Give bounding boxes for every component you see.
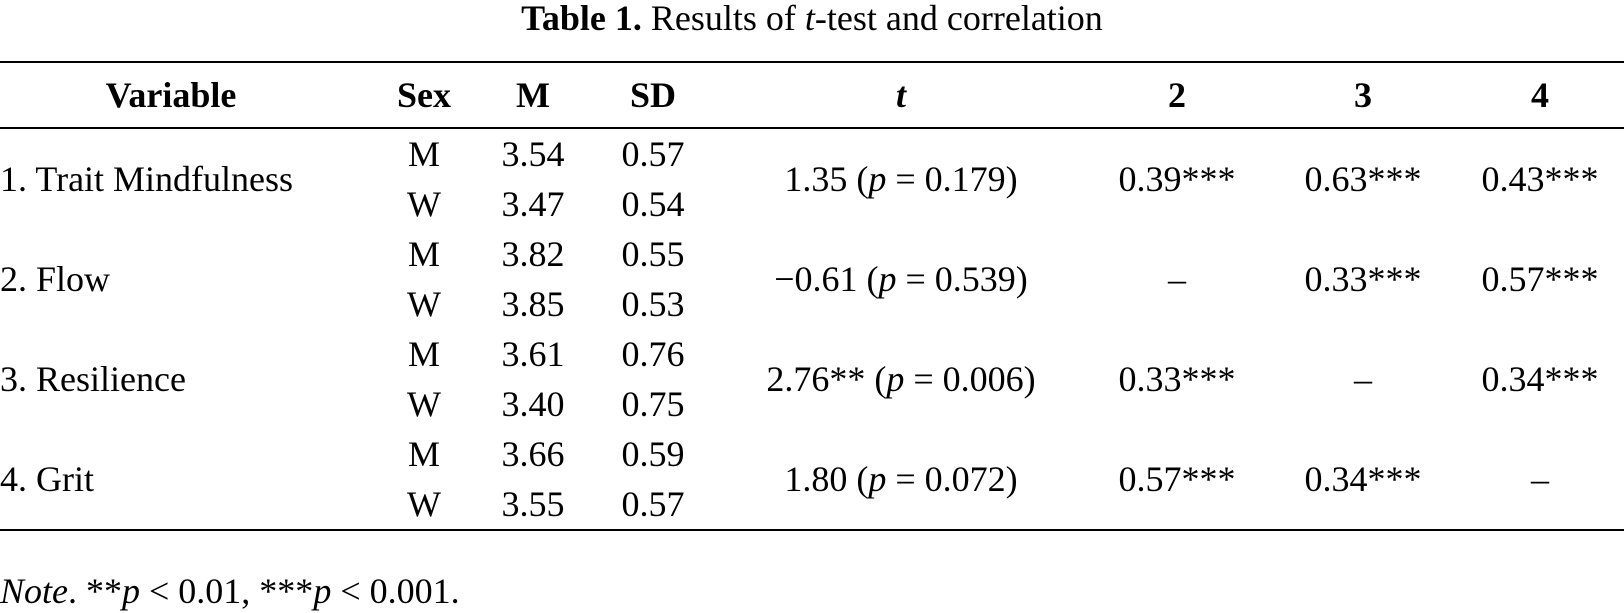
mean-cell: 3.47	[501, 184, 565, 224]
mean-cell: 3.82	[501, 234, 565, 274]
t-open: (	[857, 259, 879, 299]
note-label: Note	[0, 571, 68, 611]
t-open: (	[847, 159, 869, 199]
sex-cell: W	[407, 384, 441, 424]
table-row: W 3.55 0.57	[0, 479, 1624, 530]
corr-cell-3: 0.63***	[1304, 159, 1422, 199]
t-value: 1.80	[784, 459, 848, 499]
p-label: p	[868, 159, 887, 199]
table-row: 3. Resilience M 3.61 0.76 2.76** (p = 0.…	[0, 329, 1624, 399]
table-caption-italic-t: t	[804, 0, 815, 38]
corr-cell-4: 0.34***	[1481, 359, 1599, 399]
t-test-cell: −0.61 (p = 0.539)	[718, 229, 1084, 329]
table-row: 2. Flow M 3.82 0.55 −0.61 (p = 0.539) – …	[0, 229, 1624, 299]
variable-cell: 3. Resilience	[0, 359, 186, 399]
t-open: (	[865, 359, 887, 399]
t-test-cell: 1.80 (p = 0.072)	[718, 429, 1084, 530]
sd-cell: 0.57	[621, 134, 685, 174]
p-value: = 0.072)	[886, 459, 1018, 499]
table-caption-label: Table 1.	[521, 0, 642, 38]
note-mid: < 0.01, ***	[140, 571, 314, 611]
sex-cell: W	[407, 284, 441, 324]
table-row: 4. Grit M 3.66 0.59 1.80 (p = 0.072) 0.5…	[0, 429, 1624, 499]
table-caption-text-after: -test and correlation	[814, 0, 1103, 38]
sd-cell: 0.59	[621, 434, 685, 474]
header-col-3: 3	[1270, 62, 1456, 129]
sex-cell: M	[407, 334, 440, 374]
p-value: = 0.179)	[886, 159, 1018, 199]
corr-cell-2: 0.57***	[1118, 459, 1236, 499]
t-value: 2.76**	[766, 359, 866, 399]
t-test-cell: 1.35 (p = 0.179)	[718, 128, 1084, 229]
mean-cell: 3.85	[501, 284, 565, 324]
mean-cell: 3.61	[501, 334, 565, 374]
t-test-cell: 2.76** (p = 0.006)	[718, 329, 1084, 429]
t-open: (	[847, 459, 869, 499]
sex-cell: M	[407, 134, 440, 174]
note-p2: p	[313, 571, 332, 611]
mean-cell: 3.40	[501, 384, 565, 424]
p-label: p	[878, 259, 897, 299]
corr-cell-4: –	[1531, 459, 1549, 499]
corr-cell-2: –	[1168, 259, 1186, 299]
p-value: = 0.539)	[896, 259, 1028, 299]
note-p1: p	[122, 571, 140, 611]
header-col-2: 2	[1084, 62, 1270, 129]
sd-cell: 0.57	[621, 484, 685, 524]
mean-cell: 3.55	[501, 484, 565, 524]
sd-cell: 0.55	[621, 234, 685, 274]
results-table: Variable Sex M SD t 2 3 4 1. Trait Mindf…	[0, 61, 1624, 531]
header-t: t	[718, 62, 1084, 129]
variable-cell: 1. Trait Mindfulness	[0, 159, 294, 199]
p-label: p	[868, 459, 887, 499]
variable-cell: 4. Grit	[0, 459, 94, 499]
table-row: W 3.40 0.75	[0, 379, 1624, 429]
note-end: < 0.001.	[331, 571, 460, 611]
header-row: Variable Sex M SD t 2 3 4	[0, 62, 1624, 129]
note-after-label: . **	[68, 571, 122, 611]
sex-cell: W	[407, 184, 441, 224]
sex-cell: M	[407, 234, 440, 274]
header-m: M	[478, 62, 588, 129]
corr-cell-4: 0.43***	[1481, 159, 1599, 199]
variable-cell: 2. Flow	[0, 259, 111, 299]
p-value: = 0.006)	[904, 359, 1036, 399]
header-col-4: 4	[1456, 62, 1624, 129]
t-value: −0.61	[774, 259, 858, 299]
sex-cell: W	[407, 484, 441, 524]
table-caption: Table 1. Results of t-test and correlati…	[0, 0, 1624, 36]
corr-cell-3: 0.33***	[1304, 259, 1422, 299]
sd-cell: 0.53	[621, 284, 685, 324]
table-note: Note. **p < 0.01, ***p < 0.001.	[0, 571, 460, 611]
t-value: 1.35	[784, 159, 848, 199]
mean-cell: 3.66	[501, 434, 565, 474]
header-variable: Variable	[0, 62, 370, 129]
header-sex: Sex	[370, 62, 478, 129]
header-sd: SD	[588, 62, 718, 129]
corr-cell-2: 0.39***	[1118, 159, 1236, 199]
table-row: W 3.85 0.53	[0, 279, 1624, 329]
table-row: W 3.47 0.54	[0, 179, 1624, 229]
sd-cell: 0.75	[621, 384, 685, 424]
corr-cell-4: 0.57***	[1481, 259, 1599, 299]
table-body: 1. Trait Mindfulness M 3.54 0.57 1.35 (p…	[0, 128, 1624, 530]
sd-cell: 0.76	[621, 334, 685, 374]
corr-cell-3: 0.34***	[1304, 459, 1422, 499]
table-row: 1. Trait Mindfulness M 3.54 0.57 1.35 (p…	[0, 128, 1624, 199]
table-caption-text-before: Results of	[650, 0, 805, 38]
mean-cell: 3.54	[501, 134, 565, 174]
corr-cell-2: 0.33***	[1118, 359, 1236, 399]
sd-cell: 0.54	[621, 184, 685, 224]
table-header: Variable Sex M SD t 2 3 4	[0, 62, 1624, 129]
corr-cell-3: –	[1354, 359, 1372, 399]
sex-cell: M	[407, 434, 440, 474]
p-label: p	[886, 359, 905, 399]
